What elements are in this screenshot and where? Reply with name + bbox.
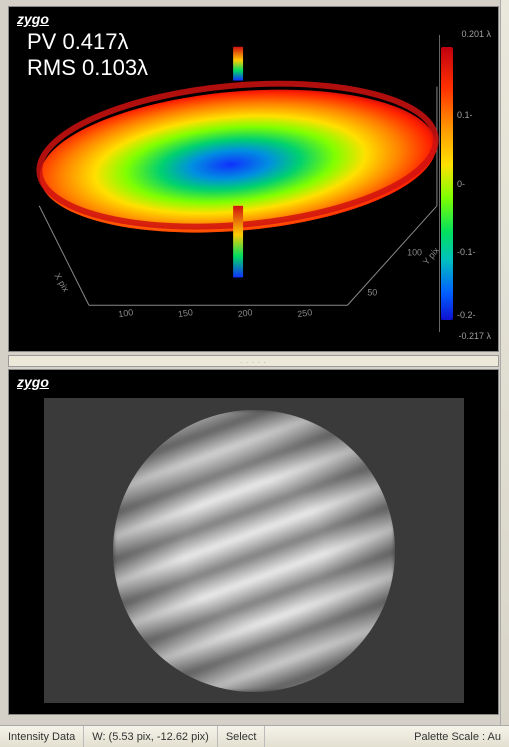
status-bar: Intensity Data W: (5.53 pix, -12.62 pix)… [0, 725, 509, 747]
intensity-viewport[interactable] [44, 398, 464, 703]
panel-divider[interactable]: . . . . . [8, 355, 499, 367]
status-cursor: W: (5.53 pix, -12.62 pix) [84, 726, 218, 747]
svg-text:100: 100 [407, 248, 422, 258]
fringe-vignette [113, 410, 395, 692]
reference-post-up [233, 47, 243, 81]
x-axis-ticks: 100 150 200 250 X pix [52, 271, 312, 319]
status-mode[interactable]: Intensity Data [0, 726, 84, 747]
pv-readout: PV 0.417λ [27, 29, 129, 55]
reference-post-down [233, 206, 243, 278]
svg-text:200: 200 [237, 307, 253, 319]
status-palette[interactable]: Palette Scale : Au [406, 726, 509, 747]
right-dock-gutter[interactable] [500, 0, 509, 725]
status-tool[interactable]: Select [218, 726, 266, 747]
colorbar-min: -0.217 λ [458, 331, 491, 341]
rms-readout: RMS 0.103λ [27, 55, 148, 81]
colorbar-max: 0.201 λ [461, 29, 491, 39]
colorbar-tick: -0.2- [457, 310, 476, 320]
colorbar[interactable]: 0.201 λ 0.1-0--0.1--0.2- -0.217 λ [441, 35, 491, 335]
intensity-panel: zygo [8, 369, 499, 715]
colorbar-gradient [441, 47, 453, 320]
colorbar-tick: 0- [457, 179, 465, 189]
surface-plot-panel: 100 150 200 250 X pix 50 100 Y pix zygo … [8, 6, 499, 352]
divider-grip: . . . . . [240, 358, 267, 365]
fringe-aperture [113, 410, 395, 692]
zygo-logo: zygo [17, 374, 49, 390]
svg-text:250: 250 [297, 307, 313, 319]
svg-text:150: 150 [177, 307, 193, 319]
colorbar-axis [439, 35, 440, 332]
x-axis-label: X pix [52, 271, 71, 294]
svg-text:100: 100 [118, 307, 134, 319]
colorbar-tick: -0.1- [457, 247, 476, 257]
zygo-logo: zygo [17, 11, 49, 27]
svg-text:50: 50 [367, 287, 377, 297]
colorbar-tick: 0.1- [457, 110, 473, 120]
